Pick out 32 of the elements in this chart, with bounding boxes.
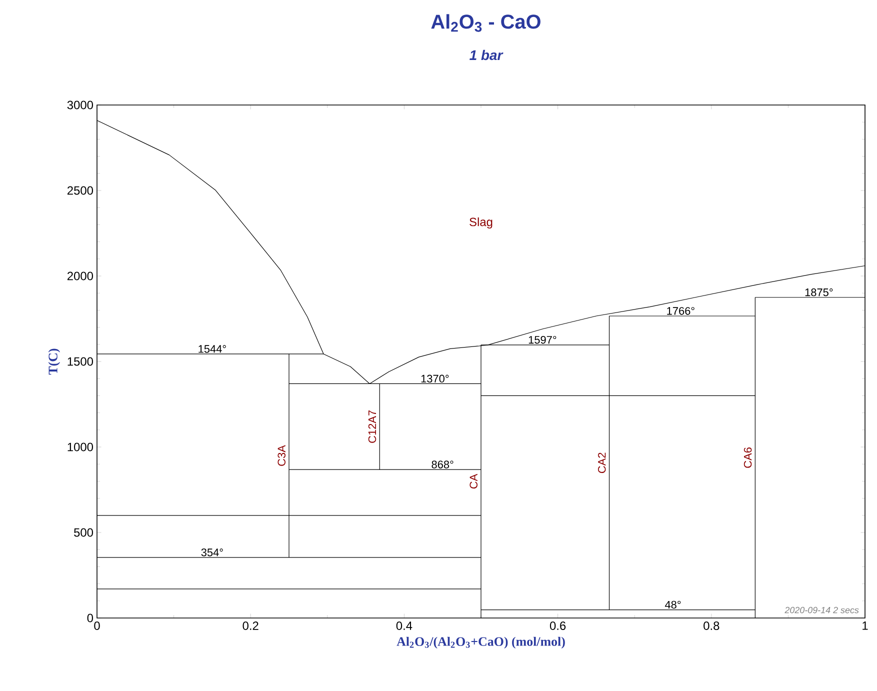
y-tick-label: 2000 xyxy=(67,272,94,280)
x-tick-label: 0.4 xyxy=(396,622,412,630)
x-tick-label: 0.2 xyxy=(242,622,258,630)
annotation: 1597° xyxy=(528,336,556,344)
text: CA6 xyxy=(744,448,752,468)
annotation: 1766° xyxy=(667,307,694,315)
text: Al$_{2}$O$_{3}$/(Al$_{2}$O$_{3}$+CaO) (mol/mol) xyxy=(396,636,565,649)
x-tick-label: 0.6 xyxy=(550,622,566,630)
y-axis-title: T(C) xyxy=(48,348,60,375)
x-tick-label: 1 xyxy=(862,622,868,630)
x-tick-label: 0 xyxy=(94,622,100,630)
y-tick-label: 2500 xyxy=(67,186,94,195)
y-tick-label: 1500 xyxy=(68,357,94,366)
annotation: 48° xyxy=(664,600,681,609)
text: CA2 xyxy=(598,452,606,473)
annotation: 1875° xyxy=(805,288,833,296)
text: C12A7 xyxy=(368,410,376,443)
chart-subtitle: 1 bar xyxy=(470,50,504,60)
chart-title: Al$_{2}$O$_{3}$ - CaO xyxy=(431,14,540,32)
y-tick-label: 0 xyxy=(87,614,94,622)
text: CA xyxy=(470,474,478,489)
y-tick-label: 3000 xyxy=(67,100,94,110)
annotation: 2020-09-14 2 secs xyxy=(784,606,859,614)
text: C3A xyxy=(278,445,286,466)
annotation: 354° xyxy=(201,548,223,556)
annotation: 1544° xyxy=(198,345,226,353)
y-tick-label: 1000 xyxy=(68,442,94,452)
annotation: 868° xyxy=(432,460,454,468)
annotation: Slag xyxy=(470,217,492,229)
y-tick-label: 500 xyxy=(74,528,94,537)
annotation: 1370° xyxy=(421,374,449,383)
x-tick-label: 0.8 xyxy=(704,622,720,630)
